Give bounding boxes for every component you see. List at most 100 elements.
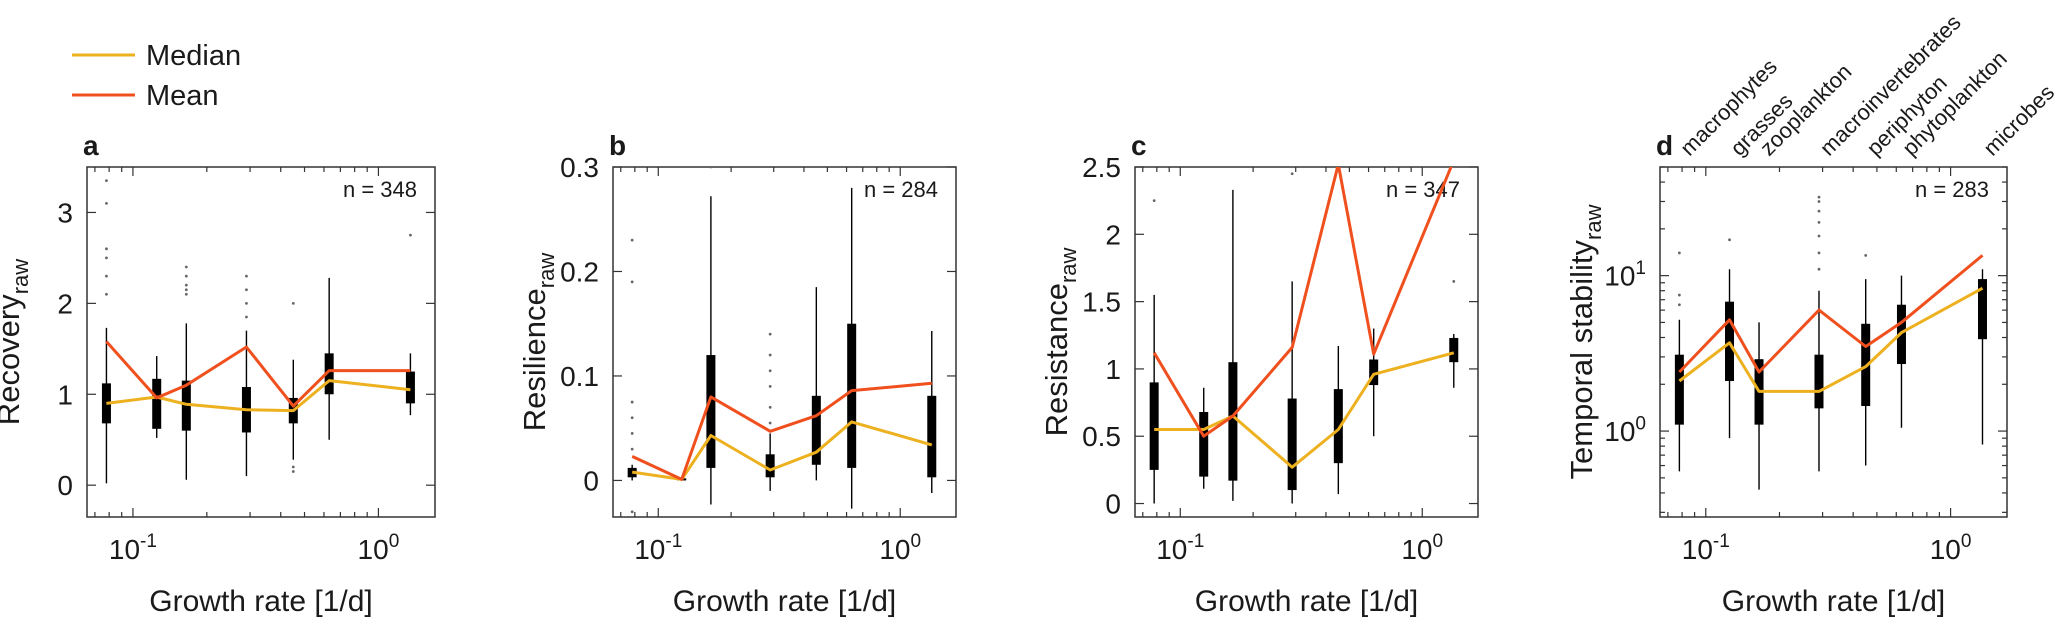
outlier-point <box>184 292 188 296</box>
y-axis-label-sub: raw <box>8 259 33 295</box>
y-tick-label: 101 <box>1604 258 1646 292</box>
box-body <box>706 355 716 468</box>
x-tick-label: 100 <box>879 531 921 565</box>
series-line-median <box>106 379 411 413</box>
outlier-point <box>1728 238 1731 242</box>
y-axis-label: Recoveryraw <box>0 259 33 425</box>
x-tick-label: 10-1 <box>109 531 157 565</box>
x-tick-label: 100 <box>1930 531 1972 565</box>
box-body <box>811 395 821 465</box>
y-tick-label: 0.1 <box>560 361 599 392</box>
outlier-point <box>768 405 772 409</box>
outlier-point <box>630 238 634 242</box>
plot-frame <box>1659 166 2008 518</box>
x-tick-label-base: 10 <box>1930 534 1961 565</box>
y-tick-label: 2.5 <box>1082 152 1121 183</box>
plot-data <box>101 179 415 484</box>
outlier-point <box>1817 221 1821 224</box>
box-body <box>847 323 857 468</box>
box-body <box>1287 398 1297 491</box>
outlier-point <box>630 447 634 451</box>
y-axis-label-sub: raw <box>534 253 559 289</box>
series-line-mean <box>631 381 932 481</box>
outlier-point <box>1152 199 1156 203</box>
y-tick-label-base: 10 <box>1604 261 1635 292</box>
x-tick-label-exp: -1 <box>140 531 157 552</box>
plot-frame <box>1134 166 1479 518</box>
panel-letter: a <box>83 130 99 161</box>
outlier-point <box>1817 234 1821 238</box>
n-count: n = 347 <box>1386 177 1460 202</box>
x-tick-label: 10-1 <box>634 531 682 565</box>
y-tick-label-base: 10 <box>1604 416 1635 447</box>
outlier-point <box>1817 251 1821 255</box>
panel-letter: b <box>609 130 626 161</box>
outlier-point <box>768 332 772 336</box>
series-line-mean <box>105 340 411 408</box>
series-line-median <box>1154 351 1455 469</box>
box-body <box>1149 382 1159 470</box>
outlier-point <box>768 385 772 388</box>
outlier-point <box>768 353 772 357</box>
x-axis-label: Growth rate [1/d] <box>673 585 896 618</box>
outlier-point <box>1677 251 1681 255</box>
y-axis-label-main: Temporal stability <box>1564 239 1599 479</box>
plot-frame <box>612 166 957 518</box>
outlier-point <box>291 470 295 473</box>
y-tick-label-exp: 1 <box>1635 258 1646 279</box>
outlier-point <box>630 416 634 420</box>
outlier-point <box>291 465 295 469</box>
box-body <box>405 371 415 404</box>
x-tick-label-base: 10 <box>109 534 140 565</box>
series-line-mean <box>1152 167 1453 438</box>
box-body <box>927 395 937 478</box>
x-tick-label: 100 <box>358 531 400 565</box>
y-axis-label-sub: raw <box>1056 247 1081 283</box>
x-tick-label-exp: 0 <box>1433 531 1444 552</box>
x-axis-label: Growth rate [1/d] <box>1195 585 1418 618</box>
outlier-point <box>291 301 295 305</box>
box-body <box>765 454 775 478</box>
n-count: n = 348 <box>343 177 417 202</box>
plot-data <box>1149 167 1459 504</box>
outlier-point <box>1817 267 1821 271</box>
outlier-point <box>184 274 188 278</box>
outlier-point <box>1817 195 1821 199</box>
outlier-point <box>245 274 248 278</box>
y-tick-label: 1 <box>1105 354 1121 385</box>
box-body <box>1333 389 1343 464</box>
outlier-point <box>105 274 108 278</box>
y-axis-label-main: Resilience <box>517 288 552 431</box>
x-tick-label-exp: -1 <box>1187 531 1204 552</box>
x-tick-label-exp: -1 <box>665 531 682 552</box>
outlier-point <box>245 301 248 305</box>
outlier-point <box>630 280 634 284</box>
x-tick-label-base: 10 <box>634 534 665 565</box>
x-tick-label-base: 10 <box>358 534 389 565</box>
x-tick-label-base: 10 <box>1401 534 1432 565</box>
outlier-point <box>1677 303 1681 307</box>
outlier-point <box>105 179 108 183</box>
x-tick-label-base: 10 <box>1682 534 1713 565</box>
y-tick-label: 1 <box>57 379 73 410</box>
y-axis-label-sub: raw <box>1581 204 1606 240</box>
box-body <box>1199 412 1209 477</box>
outlier-point <box>1290 172 1294 176</box>
legend-median-label: Median <box>146 40 241 72</box>
y-tick-label: 0.5 <box>1082 421 1121 452</box>
x-tick-label-exp: 0 <box>389 531 400 552</box>
y-tick-label: 0 <box>1105 489 1121 520</box>
box-body <box>1674 354 1684 425</box>
series-line-median <box>1678 286 1984 393</box>
x-tick-label-base: 10 <box>879 534 910 565</box>
outlier-point <box>409 233 412 237</box>
outlier-point <box>105 247 108 251</box>
box-body <box>1814 354 1824 409</box>
y-tick-label: 2 <box>57 288 73 319</box>
box-body <box>1977 279 1987 340</box>
x-axis-label: Growth rate [1/d] <box>1722 585 1945 618</box>
